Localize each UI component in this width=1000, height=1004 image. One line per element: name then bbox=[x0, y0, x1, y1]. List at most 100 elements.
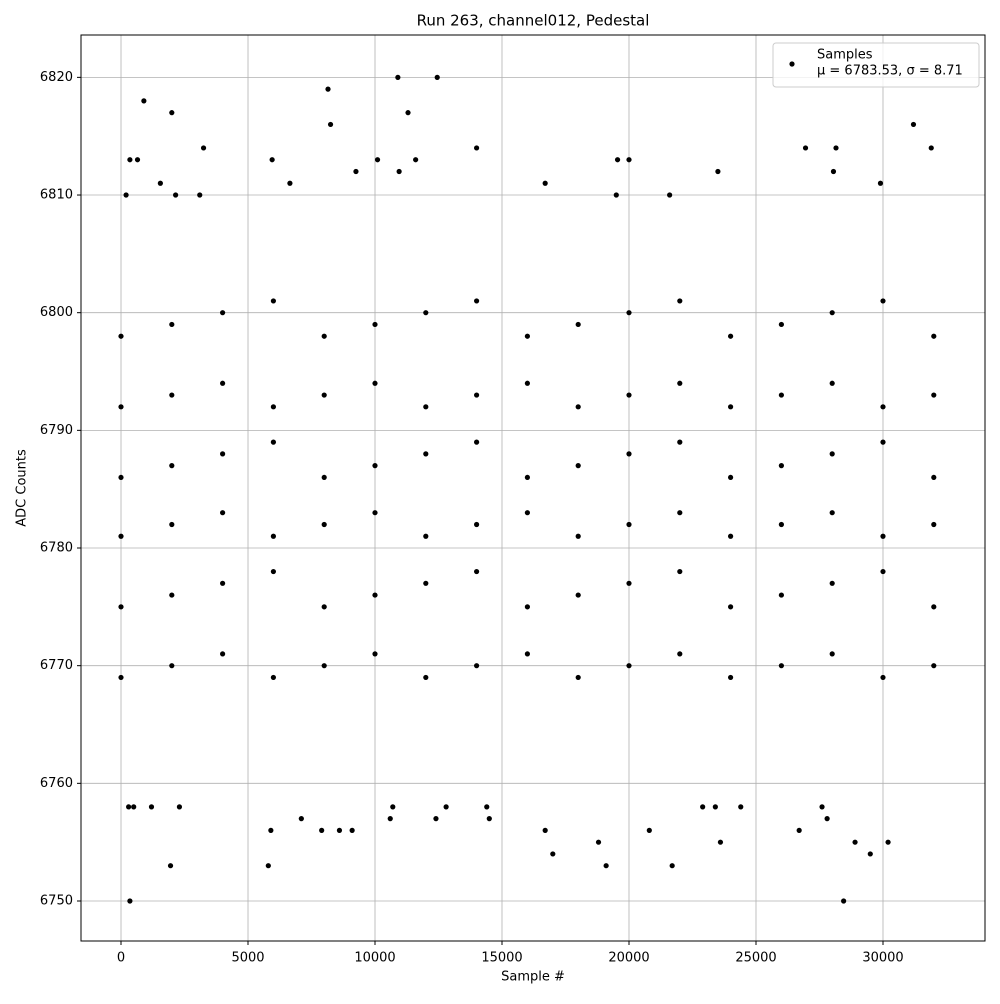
point bbox=[197, 192, 203, 198]
point bbox=[118, 604, 124, 610]
point bbox=[270, 298, 277, 304]
point bbox=[321, 392, 327, 398]
point bbox=[727, 533, 734, 539]
point bbox=[220, 310, 226, 316]
point bbox=[677, 568, 683, 575]
point bbox=[829, 310, 835, 316]
point bbox=[542, 827, 548, 833]
point bbox=[626, 392, 632, 398]
point bbox=[931, 604, 937, 610]
point bbox=[321, 663, 327, 669]
point bbox=[169, 321, 175, 328]
point bbox=[387, 816, 393, 822]
point bbox=[176, 804, 183, 810]
point bbox=[575, 321, 581, 328]
point bbox=[677, 510, 683, 516]
point bbox=[877, 180, 884, 186]
point bbox=[524, 380, 530, 386]
point bbox=[126, 804, 132, 810]
point bbox=[220, 510, 226, 516]
point bbox=[270, 439, 277, 445]
point bbox=[134, 157, 141, 163]
point bbox=[127, 898, 133, 904]
x-tick-label: 25000 bbox=[735, 951, 776, 966]
point bbox=[423, 533, 429, 539]
point bbox=[484, 804, 490, 810]
point bbox=[575, 592, 581, 598]
point bbox=[141, 98, 147, 104]
point bbox=[626, 157, 632, 163]
x-tick-label: 20000 bbox=[608, 951, 649, 966]
x-tick-label: 0 bbox=[117, 951, 125, 966]
point bbox=[833, 145, 839, 151]
y-tick-label: 6800 bbox=[40, 305, 73, 320]
point bbox=[626, 451, 632, 457]
point bbox=[829, 651, 835, 657]
point bbox=[396, 168, 402, 175]
point bbox=[169, 521, 175, 528]
y-tick-label: 6790 bbox=[40, 423, 73, 438]
grid: 0 5000 10000 15000 20000 25000 30000 6750 6760 67… bbox=[40, 35, 985, 966]
point bbox=[778, 321, 784, 328]
point bbox=[524, 604, 530, 610]
point bbox=[220, 651, 226, 657]
legend-box bbox=[772, 42, 980, 88]
point bbox=[220, 580, 226, 586]
point bbox=[626, 521, 632, 528]
point bbox=[118, 333, 124, 339]
point bbox=[372, 510, 378, 516]
point bbox=[727, 404, 734, 410]
point bbox=[669, 863, 675, 869]
point bbox=[486, 816, 492, 822]
point bbox=[646, 827, 652, 833]
point bbox=[829, 380, 835, 386]
point bbox=[169, 392, 175, 398]
point bbox=[677, 380, 683, 386]
point bbox=[413, 157, 419, 163]
point bbox=[614, 157, 621, 163]
point bbox=[321, 521, 327, 528]
x-axis-label: Sample # bbox=[501, 970, 565, 985]
point bbox=[127, 157, 133, 163]
point bbox=[829, 451, 835, 457]
point bbox=[325, 86, 331, 92]
point bbox=[372, 321, 378, 328]
point bbox=[148, 804, 155, 810]
point bbox=[270, 404, 277, 410]
point bbox=[575, 463, 581, 469]
point bbox=[542, 180, 548, 186]
point bbox=[575, 404, 581, 410]
point bbox=[220, 380, 226, 386]
point bbox=[796, 827, 802, 833]
y-tick-label: 6760 bbox=[40, 776, 73, 791]
point bbox=[474, 145, 480, 151]
point bbox=[265, 863, 271, 869]
point bbox=[778, 463, 784, 469]
point bbox=[524, 474, 530, 481]
point bbox=[372, 592, 378, 598]
x-tick-label: 30000 bbox=[862, 951, 903, 966]
x-tick-label: 5000 bbox=[231, 951, 264, 966]
point bbox=[169, 592, 175, 598]
point bbox=[321, 604, 327, 610]
point bbox=[287, 180, 293, 186]
point bbox=[327, 121, 334, 128]
point bbox=[474, 298, 480, 304]
point bbox=[423, 580, 429, 586]
point bbox=[910, 121, 917, 128]
point bbox=[867, 851, 873, 857]
point bbox=[700, 804, 706, 810]
point bbox=[405, 110, 411, 116]
plot-frame bbox=[80, 34, 986, 942]
point bbox=[390, 804, 396, 810]
point bbox=[667, 192, 673, 198]
point bbox=[173, 192, 179, 198]
point bbox=[931, 663, 937, 669]
point bbox=[880, 439, 886, 445]
point bbox=[880, 674, 886, 681]
point bbox=[524, 651, 530, 657]
point bbox=[474, 568, 480, 575]
point bbox=[169, 463, 175, 469]
